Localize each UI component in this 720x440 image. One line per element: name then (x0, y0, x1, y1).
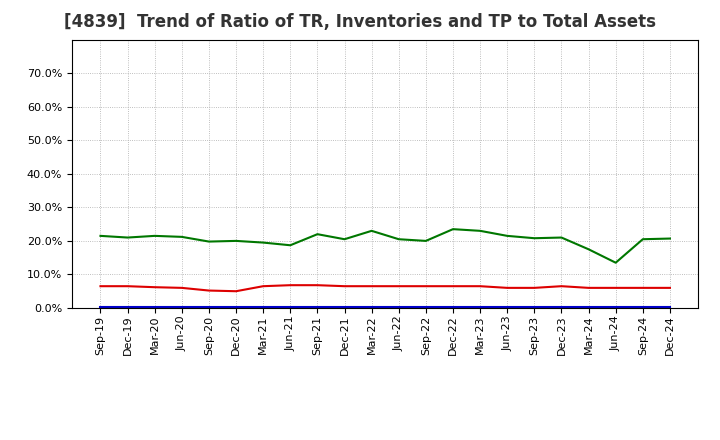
Trade Payables (421, 238, 430, 244)
Inventories (123, 304, 132, 310)
Inventories (639, 304, 647, 310)
Trade Receivables (611, 285, 620, 290)
Trade Receivables (367, 283, 376, 289)
Trade Receivables (286, 282, 294, 288)
Trade Receivables (503, 285, 511, 290)
Trade Receivables (96, 283, 105, 289)
Trade Payables (178, 234, 186, 239)
Trade Payables (341, 237, 349, 242)
Legend: Trade Receivables, Inventories, Trade Payables: Trade Receivables, Inventories, Trade Pa… (137, 436, 634, 440)
Trade Payables (611, 260, 620, 265)
Trade Receivables (150, 285, 159, 290)
Trade Receivables (421, 283, 430, 289)
Trade Payables (449, 227, 457, 232)
Trade Payables (313, 231, 322, 237)
Trade Receivables (232, 289, 240, 294)
Inventories (503, 304, 511, 310)
Inventories (395, 304, 403, 310)
Trade Payables (584, 247, 593, 252)
Trade Receivables (204, 288, 213, 293)
Trade Payables (259, 240, 268, 245)
Line: Trade Payables: Trade Payables (101, 229, 670, 263)
Trade Receivables (259, 283, 268, 289)
Trade Payables (150, 233, 159, 238)
Inventories (341, 304, 349, 310)
Inventories (232, 304, 240, 310)
Line: Trade Receivables: Trade Receivables (101, 285, 670, 291)
Inventories (367, 304, 376, 310)
Inventories (259, 304, 268, 310)
Trade Payables (476, 228, 485, 234)
Trade Payables (557, 235, 566, 240)
Trade Receivables (123, 283, 132, 289)
Trade Receivables (584, 285, 593, 290)
Inventories (313, 304, 322, 310)
Inventories (178, 304, 186, 310)
Trade Receivables (341, 283, 349, 289)
Inventories (665, 304, 674, 310)
Inventories (150, 304, 159, 310)
Trade Payables (530, 235, 539, 241)
Trade Payables (286, 242, 294, 248)
Trade Payables (232, 238, 240, 244)
Inventories (557, 304, 566, 310)
Trade Receivables (313, 282, 322, 288)
Trade Payables (395, 237, 403, 242)
Trade Payables (639, 237, 647, 242)
Inventories (96, 304, 105, 310)
Trade Payables (96, 233, 105, 238)
Trade Receivables (449, 283, 457, 289)
Trade Receivables (476, 283, 485, 289)
Trade Receivables (395, 283, 403, 289)
Trade Payables (503, 233, 511, 238)
Trade Payables (123, 235, 132, 240)
Text: [4839]  Trend of Ratio of TR, Inventories and TP to Total Assets: [4839] Trend of Ratio of TR, Inventories… (64, 13, 656, 31)
Trade Payables (204, 239, 213, 244)
Inventories (449, 304, 457, 310)
Trade Receivables (557, 283, 566, 289)
Inventories (584, 304, 593, 310)
Inventories (421, 304, 430, 310)
Inventories (611, 304, 620, 310)
Trade Payables (367, 228, 376, 234)
Trade Receivables (639, 285, 647, 290)
Inventories (476, 304, 485, 310)
Inventories (286, 304, 294, 310)
Trade Receivables (665, 285, 674, 290)
Trade Receivables (530, 285, 539, 290)
Inventories (530, 304, 539, 310)
Trade Payables (665, 236, 674, 241)
Trade Receivables (178, 285, 186, 290)
Inventories (204, 304, 213, 310)
